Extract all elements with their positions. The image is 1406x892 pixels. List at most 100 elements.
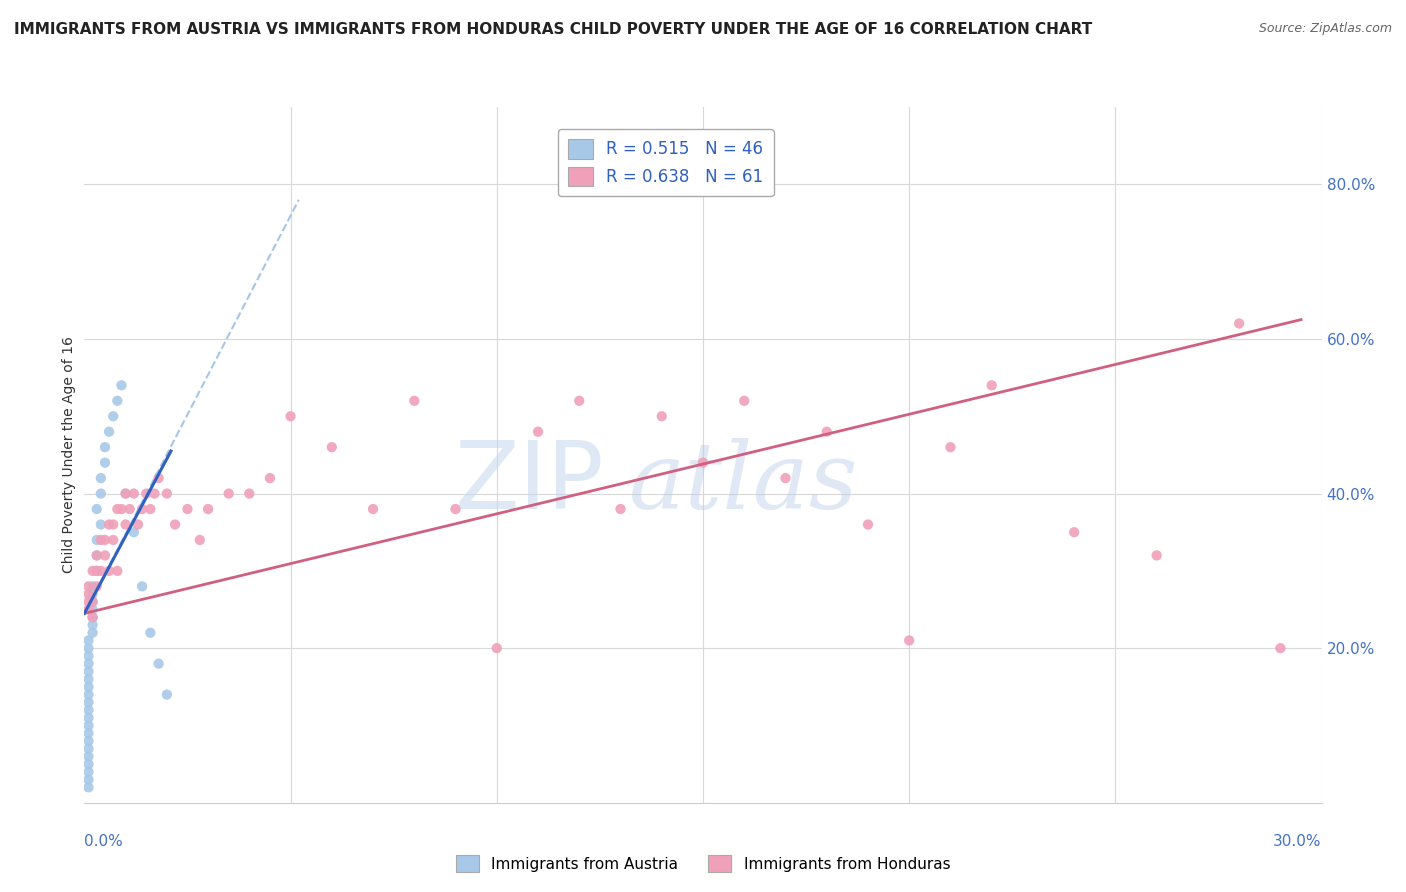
Point: [77, 734, 100, 748]
Point: [77, 764, 100, 779]
Point: [321, 440, 343, 454]
Point: [90, 564, 112, 578]
Point: [259, 471, 281, 485]
Point: [82, 602, 104, 616]
Y-axis label: Child Poverty Under the Age of 16: Child Poverty Under the Age of 16: [62, 336, 76, 574]
Point: [148, 471, 170, 485]
Point: [94, 549, 117, 563]
Point: [82, 618, 104, 632]
Point: [105, 502, 128, 516]
Point: [77, 688, 100, 702]
Point: [82, 595, 104, 609]
Point: [86, 502, 108, 516]
Point: [86, 549, 108, 563]
Point: [856, 517, 879, 532]
Point: [86, 564, 108, 578]
Point: [238, 486, 260, 500]
Point: [939, 440, 962, 454]
Point: [1270, 641, 1292, 656]
Point: [139, 625, 162, 640]
Text: atlas: atlas: [628, 438, 858, 528]
Point: [609, 502, 631, 516]
Point: [1063, 525, 1085, 540]
Point: [692, 456, 714, 470]
Point: [82, 610, 104, 624]
Point: [98, 564, 121, 578]
Point: [122, 525, 145, 540]
Point: [86, 549, 108, 563]
Point: [775, 471, 797, 485]
Point: [361, 502, 384, 516]
Point: [131, 502, 153, 516]
Point: [110, 502, 132, 516]
Point: [77, 680, 100, 694]
Point: [898, 633, 921, 648]
Point: [118, 502, 141, 516]
Legend: R = 0.515   N = 46, R = 0.638   N = 61: R = 0.515 N = 46, R = 0.638 N = 61: [558, 129, 773, 196]
Point: [77, 665, 100, 679]
Point: [103, 517, 125, 532]
Point: [77, 648, 100, 663]
Point: [77, 772, 100, 787]
Point: [156, 688, 179, 702]
Point: [77, 749, 100, 764]
Point: [77, 579, 100, 593]
Point: [90, 533, 112, 547]
Point: [114, 517, 136, 532]
Point: [218, 486, 240, 500]
Point: [131, 579, 153, 593]
Point: [77, 633, 100, 648]
Point: [568, 393, 591, 408]
Point: [188, 533, 211, 547]
Point: [77, 595, 100, 609]
Point: [110, 378, 132, 392]
Point: [148, 657, 170, 671]
Point: [77, 711, 100, 725]
Point: [103, 533, 125, 547]
Text: 30.0%: 30.0%: [1274, 834, 1322, 849]
Point: [103, 409, 125, 424]
Point: [77, 718, 100, 732]
Point: [94, 533, 117, 547]
Point: [82, 595, 104, 609]
Point: [86, 579, 108, 593]
Point: [86, 564, 108, 578]
Point: [139, 502, 162, 516]
Point: [77, 780, 100, 795]
Point: [82, 625, 104, 640]
Point: [86, 533, 108, 547]
Point: [82, 564, 104, 578]
Text: ZIP: ZIP: [454, 437, 605, 529]
Point: [1227, 317, 1250, 331]
Point: [122, 486, 145, 500]
Point: [114, 486, 136, 500]
Point: [82, 587, 104, 601]
Point: [127, 517, 149, 532]
Legend: Immigrants from Austria, Immigrants from Honduras: Immigrants from Austria, Immigrants from…: [449, 847, 957, 880]
Text: 0.0%: 0.0%: [84, 834, 124, 849]
Text: Source: ZipAtlas.com: Source: ZipAtlas.com: [1258, 22, 1392, 36]
Point: [733, 393, 755, 408]
Point: [527, 425, 550, 439]
Text: IMMIGRANTS FROM AUSTRIA VS IMMIGRANTS FROM HONDURAS CHILD POVERTY UNDER THE AGE : IMMIGRANTS FROM AUSTRIA VS IMMIGRANTS FR…: [14, 22, 1092, 37]
Point: [105, 564, 128, 578]
Point: [77, 703, 100, 717]
Point: [98, 517, 121, 532]
Point: [77, 657, 100, 671]
Point: [143, 486, 166, 500]
Point: [980, 378, 1002, 392]
Point: [94, 456, 117, 470]
Point: [82, 579, 104, 593]
Point: [280, 409, 302, 424]
Point: [90, 486, 112, 500]
Point: [135, 486, 157, 500]
Point: [77, 641, 100, 656]
Point: [176, 502, 198, 516]
Point: [651, 409, 673, 424]
Point: [77, 587, 100, 601]
Point: [77, 726, 100, 740]
Point: [77, 602, 100, 616]
Point: [90, 517, 112, 532]
Point: [77, 757, 100, 772]
Point: [82, 610, 104, 624]
